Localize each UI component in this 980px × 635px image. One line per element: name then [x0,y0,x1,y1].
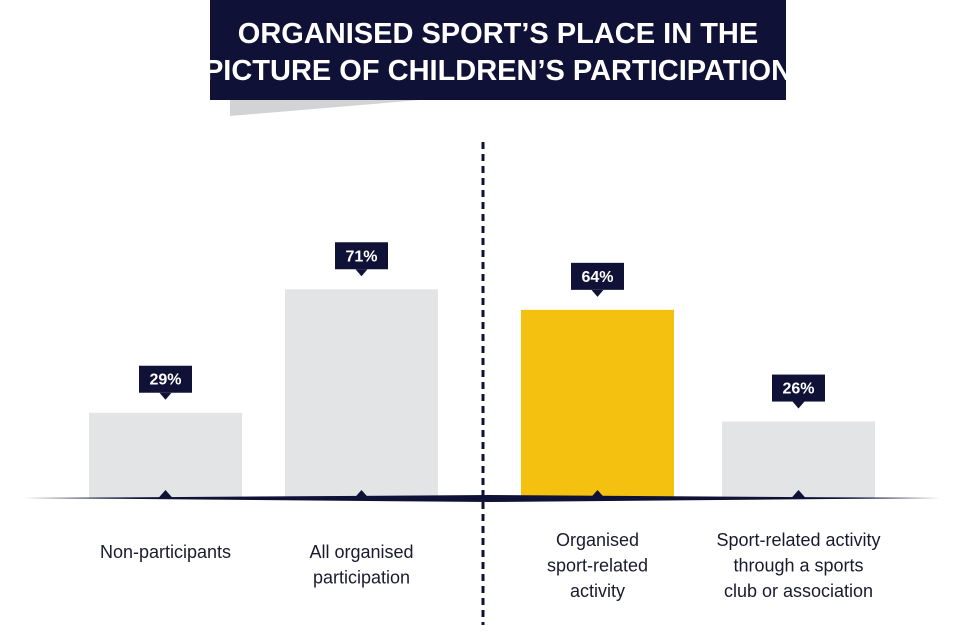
value-label-4: 26% [782,381,814,398]
baseline-marker-3 [589,490,606,499]
category-label-2-line-2: participation [313,568,410,588]
value-label-pointer-4 [792,401,805,409]
category-label-4-line-3: club or association [724,581,873,601]
value-label-3: 64% [581,269,613,286]
value-label-box-1 [139,365,192,393]
title-banner-box [210,0,786,100]
category-label-4: Sport-related activity through a sports cl… [716,530,880,601]
title-banner-shadow [230,100,420,116]
category-labels: Non-participants All organised participati… [100,530,881,601]
category-label-2-line-1: All organised [309,542,413,562]
category-label-1: Non-participants [100,542,231,562]
baseline-marker-2 [353,490,370,499]
category-label-3: Organised sport-related activity [547,530,648,601]
baseline [24,495,940,502]
category-label-3-line-1: Organised [556,530,639,550]
category-label-2: All organised participation [309,542,413,588]
value-label-box-4 [772,374,825,402]
bar-4 [722,421,875,498]
baseline-marker-4 [790,490,807,499]
value-labels: 29% 71% 64% 26% [139,242,825,409]
value-label-2: 71% [345,248,377,265]
value-label-pointer-1 [159,392,172,400]
bars-group [89,289,875,498]
chart-title-line-2: PICTURE OF CHILDREN’S PARTICIPATION [204,55,792,87]
category-label-1-line-1: Non-participants [100,542,231,562]
title-banner: ORGANISED SPORT’S PLACE IN THE PICTURE O… [204,0,792,116]
category-label-3-line-3: activity [570,581,625,601]
bar-3 [521,309,674,498]
bar-1 [89,412,242,498]
value-label-pointer-3 [591,289,604,297]
baseline-markers [157,490,807,499]
category-label-3-line-2: sport-related [547,556,648,576]
category-label-4-line-2: through a sports [733,556,863,576]
category-label-4-line-1: Sport-related activity [716,530,880,550]
value-label-1: 29% [149,372,181,389]
value-label-box-3 [571,262,624,290]
baseline-marker-1 [157,490,174,499]
chart-title-line-1: ORGANISED SPORT’S PLACE IN THE [238,18,758,50]
bar-2 [285,289,438,498]
value-label-box-2 [335,242,388,270]
value-label-pointer-2 [355,269,368,277]
